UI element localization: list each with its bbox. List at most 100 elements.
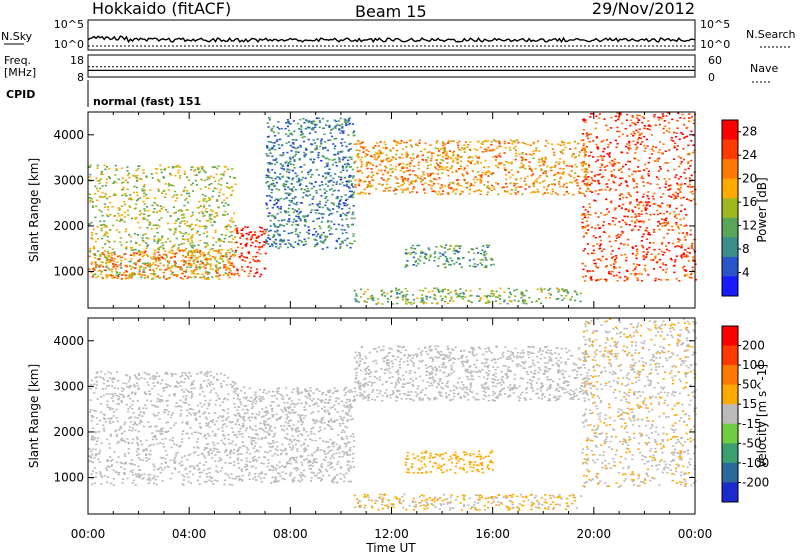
power-cell: [218, 238, 221, 240]
velocity-cell: [138, 374, 141, 377]
power-cell: [200, 253, 203, 256]
power-cell: [495, 164, 498, 167]
power-cell: [460, 266, 463, 269]
power-cell: [642, 221, 645, 224]
power-cell: [480, 176, 483, 179]
power-cell: [581, 262, 584, 265]
power-cell: [392, 147, 395, 149]
power-cell: [303, 135, 306, 138]
power-cell: [349, 180, 352, 182]
power-cell: [140, 178, 143, 181]
power-cell: [420, 150, 423, 153]
power-cell: [195, 218, 198, 221]
power-cell: [518, 153, 521, 155]
power-cell: [529, 144, 532, 147]
power-cell: [158, 219, 161, 221]
velocity-cell: [100, 442, 103, 445]
power-cell: [514, 145, 517, 148]
power-cell: [356, 192, 359, 195]
power-cell: [442, 253, 445, 256]
power-cell: [321, 127, 325, 129]
power-cell: [398, 293, 401, 295]
power-cell: [142, 200, 145, 203]
power-cell: [582, 180, 585, 182]
power-cell: [664, 183, 668, 185]
power-cell: [441, 193, 444, 195]
power-cell: [429, 180, 432, 182]
power-cell: [551, 190, 555, 193]
power-cell: [105, 261, 108, 264]
velocity-cell: [127, 441, 130, 444]
power-cell: [429, 163, 432, 166]
power-cell: [234, 236, 237, 238]
power-cell: [128, 273, 131, 276]
power-cell: [144, 250, 147, 252]
power-cell: [99, 269, 102, 272]
power-cell: [516, 139, 519, 141]
power-cell: [289, 243, 292, 246]
power-cell: [575, 179, 578, 181]
power-cell: [658, 228, 661, 231]
power-cell: [619, 182, 623, 185]
power-cell: [679, 162, 682, 165]
power-cell: [550, 193, 553, 195]
power-cell: [475, 190, 478, 192]
power-cell: [524, 300, 527, 303]
power-cell: [191, 211, 194, 214]
power-cell: [443, 300, 447, 303]
power-cell: [612, 267, 616, 270]
power-cell: [655, 146, 658, 149]
power-cell: [267, 126, 270, 128]
power-cell: [307, 121, 310, 123]
power-cell: [105, 262, 108, 265]
power-cell: [542, 162, 545, 164]
power-cell: [305, 119, 308, 121]
power-cell: [405, 146, 408, 148]
power-cell: [133, 252, 136, 254]
power-cell: [441, 297, 444, 300]
power-cell: [644, 163, 647, 166]
power-cell: [638, 134, 641, 137]
power-cell: [473, 252, 476, 255]
power-cell: [149, 222, 152, 225]
power-cell: [479, 262, 482, 264]
power-cell: [584, 147, 587, 149]
power-cell: [205, 207, 208, 210]
velocity-cell: [149, 425, 152, 428]
power-cell: [610, 201, 613, 204]
power-cell: [229, 186, 232, 189]
power-cell: [481, 171, 484, 174]
power-cell: [501, 186, 504, 189]
freq-trace: [88, 66, 695, 72]
power-cell: [488, 149, 491, 152]
power-cell: [215, 264, 218, 266]
power-cell: [389, 174, 392, 177]
power-cell: [447, 289, 450, 291]
power-cell: [142, 254, 145, 256]
power-cell: [268, 214, 271, 217]
power-cell: [159, 164, 162, 167]
power-cell: [553, 179, 556, 181]
power-cell: [404, 188, 407, 191]
velocity-cell: [104, 373, 107, 376]
power-cell: [313, 228, 316, 230]
power-cell: [659, 223, 662, 225]
power-cell: [482, 245, 485, 247]
power-cell: [265, 202, 268, 204]
velocity-cell: [101, 377, 104, 379]
power-cell: [135, 191, 139, 194]
power-cell: [223, 266, 226, 268]
power-cell: [222, 260, 225, 263]
power-cell: [625, 196, 628, 199]
power-cell: [674, 214, 677, 216]
power-cell: [677, 227, 680, 230]
power-cell: [642, 193, 645, 196]
power-cell: [500, 162, 503, 164]
power-cell: [219, 188, 222, 191]
power-cell: [503, 291, 506, 293]
freq-unit: [MHz]: [4, 66, 36, 79]
power-cell: [412, 170, 415, 172]
power-cell: [578, 190, 581, 193]
power-cell: [591, 252, 594, 254]
power-cell: [292, 143, 295, 145]
